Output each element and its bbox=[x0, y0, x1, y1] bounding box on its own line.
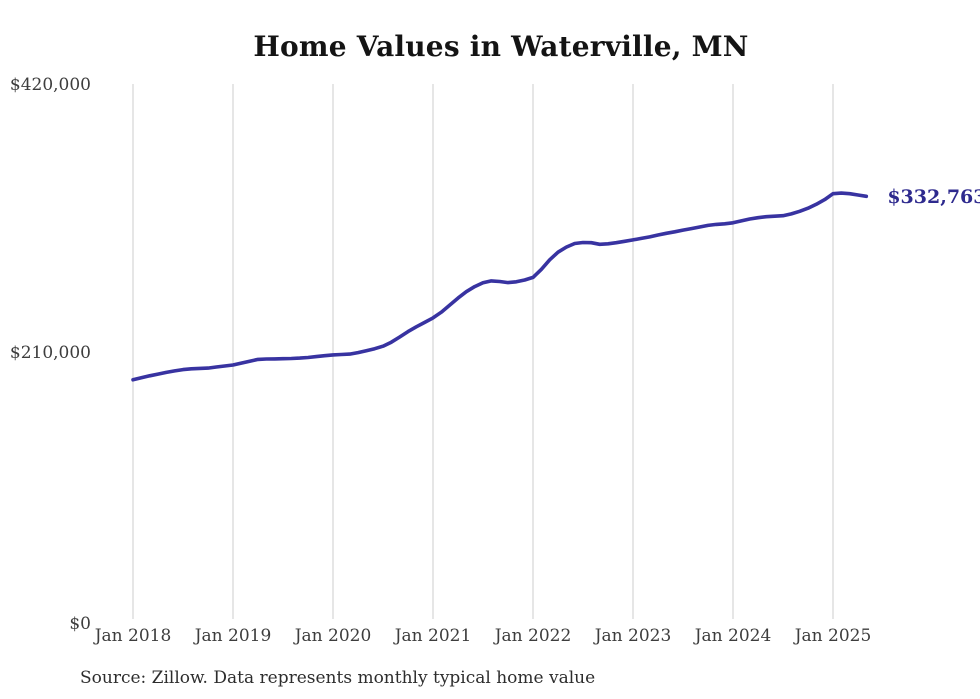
latest-value-label: $332,763 bbox=[887, 186, 980, 209]
home-value-line bbox=[131, 191, 869, 382]
x-tick-label-jan-2025: Jan 2025 bbox=[794, 626, 872, 646]
y-tick-label-1: $210,000 bbox=[9, 343, 91, 363]
y-tick-label-0: $0 bbox=[69, 614, 91, 634]
x-tick-label-jan-2018: Jan 2018 bbox=[94, 626, 172, 646]
source-note: Source: Zillow. Data represents monthly … bbox=[80, 668, 596, 688]
x-tick-label-jan-2023: Jan 2023 bbox=[594, 626, 672, 646]
x-tick-label-jan-2024: Jan 2024 bbox=[694, 626, 772, 646]
x-tick-label-jan-2022: Jan 2022 bbox=[494, 626, 572, 646]
x-tick-label-jan-2020: Jan 2020 bbox=[294, 626, 372, 646]
y-tick-label-2: $420,000 bbox=[9, 75, 91, 95]
x-tick-label-jan-2019: Jan 2019 bbox=[194, 626, 272, 646]
chart-title: Home Values in Waterville, MN bbox=[253, 30, 749, 63]
x-tick-label-jan-2021: Jan 2021 bbox=[394, 626, 472, 646]
